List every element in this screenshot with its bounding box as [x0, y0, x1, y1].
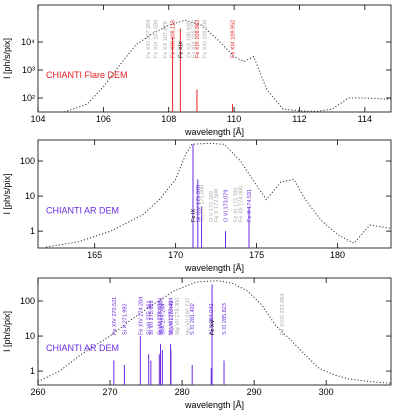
y-axis-label: I [ph/s/pix] [2, 311, 12, 352]
line-label: Fe XV [210, 319, 216, 335]
line-label: Mg VII 280.737 [185, 298, 191, 335]
x-tick-label: 112 [292, 114, 306, 124]
plot-frame [37, 277, 392, 386]
line-label: Fe XX 108.600 [186, 21, 192, 58]
x-axis-label: wavelength [Å] [184, 263, 244, 273]
y-tick-label: 10³ [22, 65, 35, 75]
y-tick-label: 10² [22, 93, 35, 103]
x-tick-label: 270 [103, 387, 118, 397]
line-label: Si X 277.264 [160, 304, 166, 336]
x-axis-label: wavelength [Å] [184, 127, 244, 137]
panel-label: CHIANTI AR DEM [46, 343, 119, 353]
line-label: Fe XXI 107.364 [146, 20, 152, 58]
line-label: Fe XIV 274.204 [138, 297, 144, 335]
line-label: Mg VII 277.003 [158, 298, 164, 335]
x-tick-label: 280 [175, 387, 190, 397]
x-axis-label: wavelength [Å] [184, 400, 244, 410]
y-tick-label: 1 [30, 366, 35, 376]
response-curve [63, 19, 392, 113]
line-label: Fe X 172.500 [214, 189, 220, 222]
line-label: Ni XIV 171.370 [196, 185, 202, 222]
line-label: Fe XIX 109.952 [231, 20, 237, 58]
y-tick-label: 10 [25, 331, 35, 341]
line-label: Si VII 275.665 [149, 300, 155, 335]
y-axis-label: I [ph/s/pix] [2, 173, 12, 214]
x-tick-label: 170 [168, 250, 183, 260]
line-label: Fe XIV 270.521 [112, 297, 118, 335]
x-tick-label: 114 [358, 114, 372, 124]
x-tick-label: 180 [330, 250, 345, 260]
x-tick-label: 104 [30, 114, 45, 124]
y-tick-label: 100 [20, 156, 35, 166]
line-label: Fe XIX 108.863 [195, 20, 201, 58]
y-tick-label: 1 [30, 226, 35, 236]
y-axis-label: I [ph/s/pix] [2, 38, 12, 79]
line-label: Si X 271.992 [122, 304, 128, 336]
line-label: Fe XII 174.000 [238, 186, 244, 222]
x-tick-label: 290 [247, 387, 262, 397]
x-tick-label: 300 [319, 387, 334, 397]
x-tick-label: 106 [96, 114, 111, 124]
line-label: Si VII 276.839 [157, 300, 163, 335]
line-label: Fe XIX [178, 41, 184, 58]
line-label: Fe XVIII 293.884 [280, 294, 286, 335]
line-label: Fe XX 107.878 [163, 21, 169, 58]
line-label: Fe XXI 108.118 [171, 20, 177, 58]
line-label: Mg VII 279.300 [175, 298, 181, 335]
panel-label: CHIANTI AR DEM [46, 205, 119, 215]
x-tick-label: 108 [161, 114, 176, 124]
line-label: Fe XI 173.700 [234, 187, 240, 222]
response-curve [37, 280, 392, 384]
x-tick-label: 165 [87, 250, 102, 260]
line-label: Ca XV 171.600 [200, 185, 206, 222]
x-tick-label: 175 [249, 250, 264, 260]
line-label: Fe X 174.531 [247, 189, 253, 222]
line-label: Si VII 278.449 [169, 300, 175, 335]
line-label: S XI 285.823 [222, 303, 228, 335]
line-label: O VI 173.079 [223, 190, 229, 222]
line-label: Si VII 275.361 [147, 300, 153, 335]
line-label: S XI 281.402 [190, 303, 196, 335]
y-tick-label: 100 [20, 296, 35, 306]
line-label: O V 172.169 [209, 191, 215, 222]
line-label: Fe XXI 109.100 [203, 20, 209, 58]
line-label: Fe XIX 107.588 [153, 20, 159, 58]
line-label: Mg VII 278.404 [169, 298, 175, 335]
line-label: Fe XIX 108.750 [191, 20, 197, 58]
plot-frame [37, 139, 392, 249]
x-tick-label: 260 [30, 387, 45, 397]
line-label: Fe IX [191, 209, 197, 222]
panel-label: CHIANTI Flare DEM [46, 70, 128, 80]
y-tick-label: 10⁴ [21, 37, 35, 47]
x-tick-label: 110 [227, 114, 241, 124]
y-tick-label: 10 [25, 191, 35, 201]
plot-frame [37, 4, 392, 113]
